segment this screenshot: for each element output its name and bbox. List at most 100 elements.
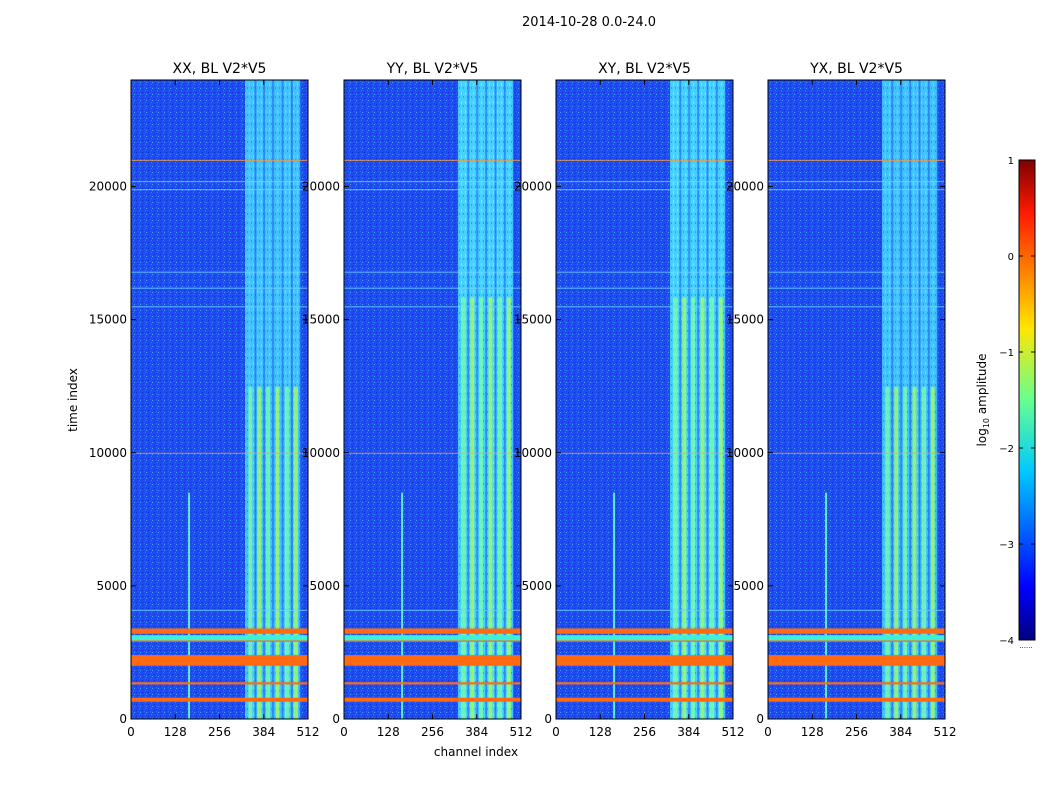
x-tick-label: 512 [510,725,533,739]
time-feature-line [768,189,945,191]
x-tick-label: 0 [340,725,348,739]
band-stripe [257,386,262,719]
flagged-row [131,697,308,702]
x-tick-label: 0 [127,725,135,739]
colorbar-ticks: 1 0 −1 −2 −3 −4 [999,156,1035,647]
flagged-row [556,682,733,685]
panel-title: XX, BL V2*V5 [173,61,267,77]
time-feature-line [768,271,945,273]
band-gap [715,80,718,719]
time-feature-line [344,287,521,289]
time-feature-line [768,159,945,161]
y-tick-label: 5000 [96,579,127,593]
x-tick-label: 256 [421,725,444,739]
colorbar-label-sub: 10 [982,418,991,428]
flagged-row [768,682,945,685]
time-feature-line [131,271,308,273]
figure-suptitle: 2014-10-28 0.0-24.0 [522,15,656,30]
time-feature-line [131,181,308,183]
time-feature-line [344,181,521,183]
band-stripe [470,297,475,719]
y-tick-label: 15000 [726,313,764,327]
x-tick-label: 384 [252,725,275,739]
colorbar-tick-label: −3 [999,540,1014,551]
band-stripe [461,297,466,719]
panel-yy: YY, BL V2*V5 0 128 256 384 512 0 5000 10000 15000… [302,61,533,739]
flagged-row [768,655,945,666]
y-tick-label: 20000 [302,180,340,194]
flagged-row [344,655,521,666]
rfi-line [613,492,616,719]
band-gap [918,80,921,719]
time-feature-line [556,271,733,273]
flagged-row [768,697,945,702]
band-gap [467,80,470,719]
band-stripe [691,297,696,719]
panel-yx: YX, BL V2*V5 0 128 256 384 512 0 5000 10000 15000… [726,61,957,739]
band-gap [679,80,682,719]
panel-title: XY, BL V2*V5 [598,61,691,77]
time-feature-line [344,159,521,161]
x-tick-label: 0 [552,725,560,739]
band-gap [263,80,266,719]
y-tick-label: 5000 [309,579,340,593]
y-tick-label: 0 [119,712,127,726]
flagged-row [131,682,308,685]
time-feature-line [344,452,521,454]
time-feature-line [131,306,308,308]
band-gap [485,80,488,719]
time-feature-line [131,609,308,611]
band-gap [909,80,912,719]
flagged-row [344,628,521,634]
y-tick-label: 0 [756,712,764,726]
colorbar-gradient [1018,159,1036,641]
y-tick-label: 0 [544,712,552,726]
x-tick-label: 256 [845,725,868,739]
time-feature-line [768,181,945,183]
y-tick-label: 15000 [514,313,552,327]
flagged-row [131,655,308,666]
colorbar-label-rest: amplitude [975,354,989,418]
cyan-row [556,635,733,641]
band-stripe [497,297,502,719]
cyan-row [131,635,308,641]
x-tick-label: 256 [633,725,656,739]
band-stripe [293,386,298,719]
time-feature-line [556,306,733,308]
band-stripe [682,297,687,719]
colorbar-tick-label: −1 [999,348,1014,359]
colorbar-label: log10 amplitude [975,354,991,447]
y-tick-label: 20000 [514,180,552,194]
band-gap [724,80,727,719]
time-feature-line [344,306,521,308]
y-tick-label: 10000 [302,446,340,460]
y-tick-label: 10000 [89,446,127,460]
band-gap [290,80,293,719]
band-gap [503,80,506,719]
time-feature-line [131,159,308,161]
time-feature-line [768,306,945,308]
time-feature-line [768,452,945,454]
time-feature-line [131,189,308,191]
flagged-row [344,697,521,702]
time-feature-line [556,452,733,454]
x-tick-label: 128 [589,725,612,739]
panel-xx: XX, BL V2*V5 0 128 256 384 512 0 5000 10000 15000… [89,61,320,739]
time-feature-line [556,609,733,611]
x-tick-label: 128 [377,725,400,739]
y-tick-label: 20000 [726,180,764,194]
y-tick-label: 10000 [726,446,764,460]
band-stripe [506,297,511,719]
panel-title: YX, BL V2*V5 [809,61,903,77]
panel-xy: XY, BL V2*V5 0 128 256 384 512 0 5000 10000 15000… [514,61,745,739]
band-stripe [921,386,926,719]
band-gap [272,80,275,719]
y-tick-label: 5000 [733,579,764,593]
y-tick-label: 15000 [89,313,127,327]
x-tick-label: 128 [801,725,824,739]
bright-band [670,80,727,719]
x-tick-label: 512 [934,725,957,739]
band-gap [936,80,939,719]
